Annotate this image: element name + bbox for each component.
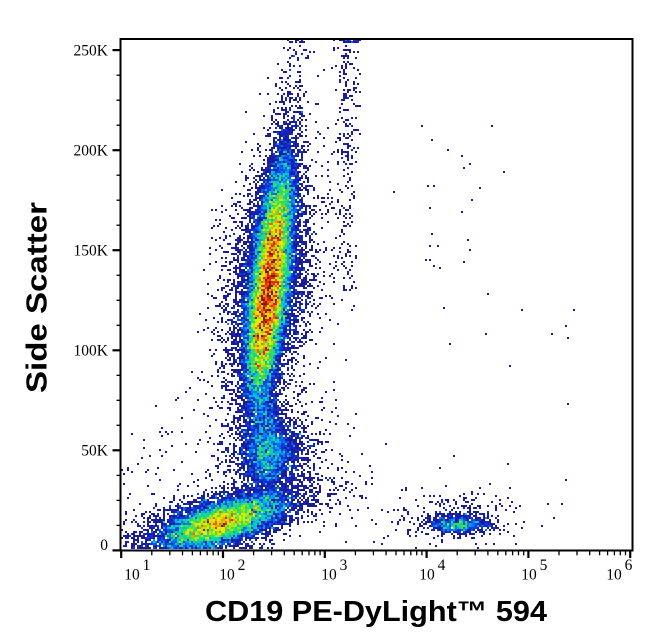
svg-text:6: 6 <box>625 557 633 574</box>
svg-text:10: 10 <box>606 567 622 584</box>
svg-text:10: 10 <box>321 567 337 584</box>
svg-text:200K: 200K <box>74 142 109 159</box>
svg-text:0: 0 <box>100 537 108 554</box>
svg-text:10: 10 <box>419 567 435 584</box>
svg-text:50K: 50K <box>81 443 109 460</box>
svg-text:2: 2 <box>238 557 246 574</box>
svg-text:5: 5 <box>540 557 548 574</box>
svg-text:100K: 100K <box>74 343 109 360</box>
svg-text:3: 3 <box>340 557 348 574</box>
svg-text:250K: 250K <box>74 42 109 59</box>
svg-text:1: 1 <box>143 557 151 574</box>
svg-text:10: 10 <box>124 567 140 584</box>
svg-text:150K: 150K <box>74 242 109 259</box>
svg-text:4: 4 <box>438 557 446 574</box>
svg-text:10: 10 <box>219 567 235 584</box>
svg-text:10: 10 <box>521 567 537 584</box>
svg-text:Side Scatter: Side Scatter <box>22 202 54 393</box>
svg-text:CD19 PE-DyLight™ 594: CD19 PE-DyLight™ 594 <box>205 596 547 628</box>
